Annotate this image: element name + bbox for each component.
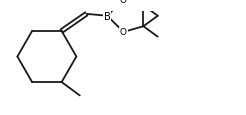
- Text: O: O: [120, 0, 127, 5]
- Text: B: B: [104, 12, 111, 22]
- Text: O: O: [120, 28, 127, 37]
